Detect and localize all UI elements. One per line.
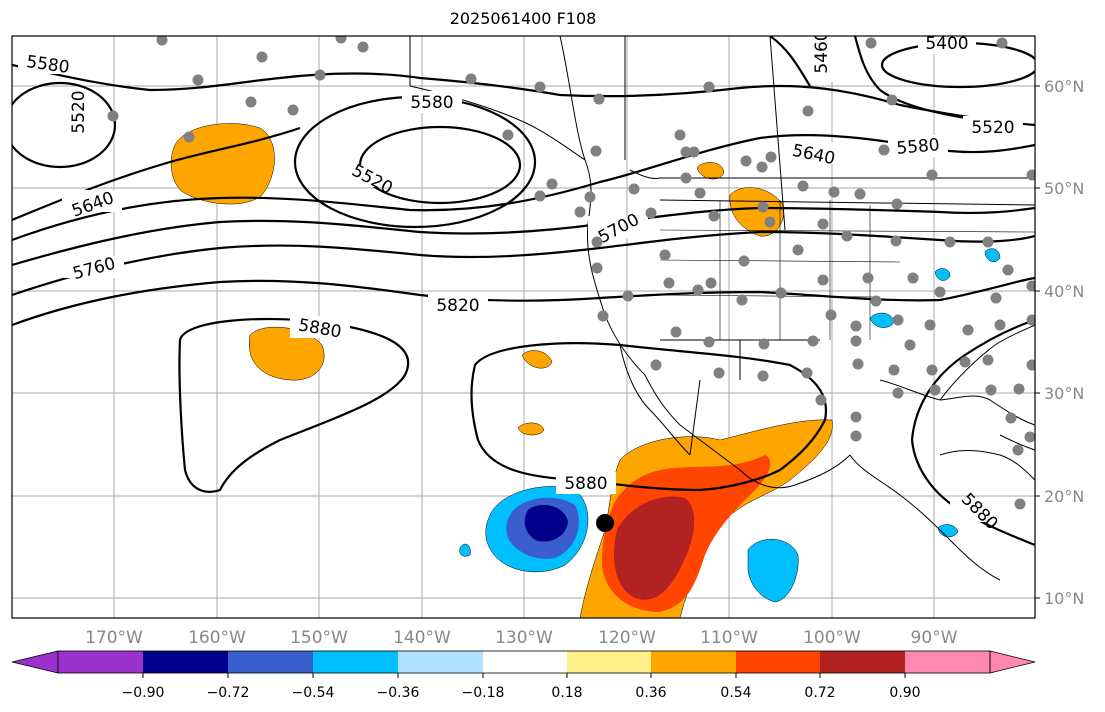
contour-label: 5460 [812, 30, 832, 73]
lon-label: 130°W [495, 628, 553, 648]
figure-title: 2025061400 F108 [449, 9, 597, 28]
contour-label: 5520 [971, 118, 1014, 138]
colorbar: −0.90 −0.72 −0.54 −0.36 −0.18 0.18 0.36 … [11, 650, 1036, 701]
lat-label: 30°N [1044, 384, 1084, 403]
lon-label: 170°W [85, 628, 143, 648]
colorbar-tick-label: −0.72 [207, 685, 250, 701]
contour-label: 5580 [896, 135, 941, 159]
colorbar-tick-label: −0.54 [292, 685, 335, 701]
lon-label: 90°W [911, 628, 958, 648]
colorbar-tick-label: −0.36 [377, 685, 420, 701]
lon-label: 110°W [700, 628, 758, 648]
lon-label: 100°W [803, 628, 861, 648]
lon-label: 160°W [188, 628, 246, 648]
colorbar-tick-label: 0.90 [889, 685, 920, 701]
lon-label: 120°W [598, 628, 656, 648]
colorbar-tick-label: 0.36 [635, 685, 666, 701]
colorbar-extend-low [11, 650, 59, 674]
map-border [11, 35, 1036, 619]
lat-label: 60°N [1044, 77, 1084, 96]
height-contours [12, 36, 1035, 547]
contour-label: 5400 [925, 34, 968, 54]
colorbar-tick-label: −0.18 [462, 685, 505, 701]
station-dots [107, 36, 1035, 510]
latitude-labels: 60°N 50°N 40°N 30°N 20°N 10°N [1035, 77, 1084, 608]
colorbar-extend-high [989, 650, 1036, 674]
target-location-marker [596, 514, 614, 532]
colorbar-tick-label: −0.90 [122, 685, 165, 701]
anomaly-fills [170, 123, 1001, 618]
lat-label: 50°N [1044, 179, 1084, 198]
contour-label: 5580 [410, 93, 453, 113]
lat-label: 40°N [1044, 282, 1084, 301]
contour-label: 5880 [564, 474, 607, 494]
lon-label: 150°W [290, 628, 348, 648]
contour-label: 5520 [69, 90, 89, 133]
coastlines [409, 36, 1035, 581]
lon-label: 140°W [393, 628, 451, 648]
contour-label: 5820 [436, 296, 479, 316]
colorbar-tick-label: 0.72 [804, 685, 835, 701]
lat-label: 20°N [1044, 487, 1084, 506]
colorbar-tick-label: 0.54 [720, 685, 751, 701]
colorbar-tick-label: 0.18 [551, 685, 582, 701]
lat-label: 10°N [1044, 589, 1084, 608]
longitude-labels: 170°W 160°W 150°W 140°W 130°W 120°W 110°… [85, 628, 958, 648]
